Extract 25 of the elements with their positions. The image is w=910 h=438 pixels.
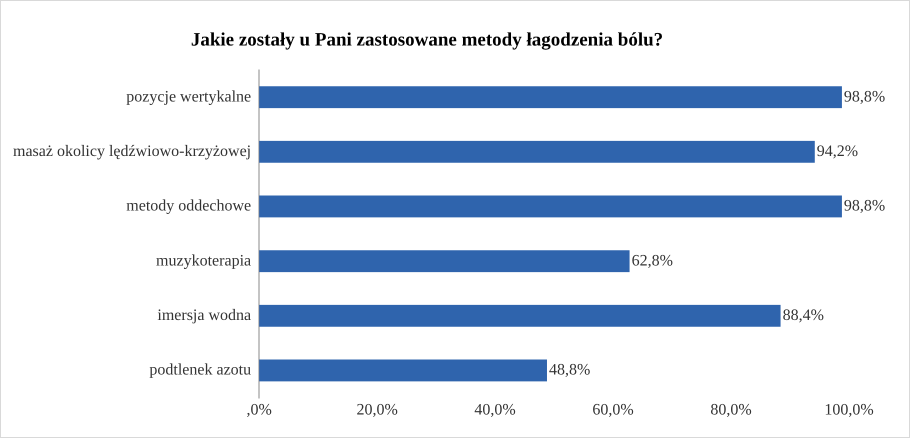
bar <box>259 250 630 272</box>
bar <box>259 196 842 218</box>
data-label: 88,4% <box>782 307 824 324</box>
bar <box>259 86 842 108</box>
x-tick-label: 20,0% <box>356 402 398 419</box>
bar <box>259 140 815 163</box>
bar <box>259 360 547 382</box>
x-tick-label: 40,0% <box>474 402 516 419</box>
chart-title: Jakie zostały u Pani zastosowane metody łagodzenia bólu? <box>190 29 664 50</box>
data-label: 94,2% <box>816 143 858 160</box>
y-tick-label: metody oddechowe <box>126 198 252 215</box>
x-tick-label: 100,0% <box>824 402 874 419</box>
y-tick-label: pozycje wertykalne <box>126 88 252 106</box>
x-tick-label: 80,0% <box>710 402 752 419</box>
data-label: 48,8% <box>548 362 590 379</box>
y-tick-label: muzykoterapia <box>156 252 252 270</box>
x-tick-label: 60,0% <box>592 402 634 419</box>
data-label: 98,8% <box>844 198 886 215</box>
bar <box>259 304 781 327</box>
x-tick-label: ,0% <box>246 402 272 419</box>
y-tick-label: imersja wodna <box>157 307 252 324</box>
y-tick-label: masaż okolicy lędźwiowo-krzyżowej <box>12 143 252 160</box>
data-label: 98,8% <box>844 88 886 106</box>
y-tick-label: podtlenek azotu <box>149 362 252 379</box>
data-label: 62,8% <box>632 252 673 270</box>
